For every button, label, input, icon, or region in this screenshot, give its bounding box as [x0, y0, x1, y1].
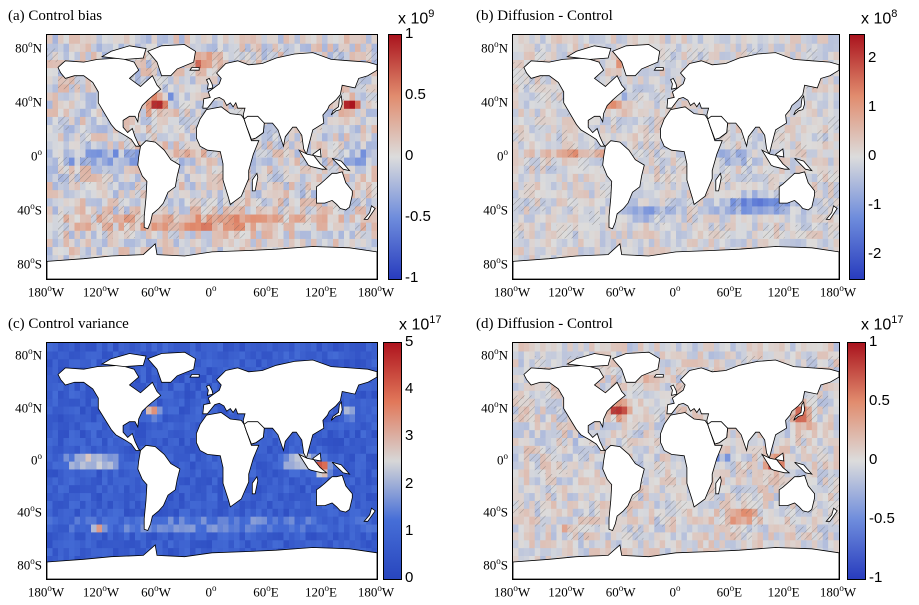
panel-title: (b) Diffusion - Control — [476, 8, 613, 24]
map-panel — [46, 342, 378, 580]
x-tick-label: 60oW — [141, 583, 171, 600]
x-tick-label: 120oE — [767, 283, 800, 300]
colorbar-tick-label: 0 — [405, 569, 414, 586]
x-tick-label: 180oW — [493, 583, 531, 600]
x-tick-label: 120oW — [548, 583, 585, 600]
colorbar-tick-label: 4 — [405, 380, 414, 398]
colorbar-tick-label: 1 — [868, 98, 877, 116]
colorbar-tick-label: 5 — [405, 333, 414, 350]
colorbar-exponent: x 109 — [398, 8, 435, 28]
y-tick-label: 40oS — [483, 201, 508, 218]
y-tick-label: 80oS — [17, 555, 42, 573]
colorbar-tick-label: 1 — [405, 25, 414, 42]
x-tick-label: 0o — [669, 583, 681, 600]
x-tick-label: 60oW — [605, 283, 636, 300]
x-tick-label: 0o — [205, 583, 217, 600]
map-svg — [513, 343, 839, 579]
colorbar — [847, 342, 866, 580]
colorbar-tick-label: -0.5 — [405, 208, 431, 225]
y-tick-label: 80oS — [483, 255, 508, 272]
panel-title: (c) Control variance — [8, 316, 129, 332]
colorbar-tick-label: 0.5 — [869, 392, 890, 409]
significance-hatching — [513, 48, 839, 239]
y-tick-label: 80oN — [481, 38, 508, 55]
colorbar-tick-label: 0 — [405, 147, 414, 164]
colorbar — [388, 34, 402, 280]
colorbar-tick-label: 0 — [868, 147, 877, 164]
x-tick-label: 180oW — [819, 283, 857, 300]
colorbar-exponent: x 108 — [861, 8, 898, 28]
y-tick-label: 40oN — [15, 92, 42, 110]
y-tick-label: 40oN — [481, 92, 508, 110]
colorbar — [849, 34, 865, 280]
colorbar-tick-label: 3 — [405, 427, 414, 445]
x-tick-label: 60oW — [605, 583, 636, 600]
y-tick-label: 80oS — [17, 255, 42, 272]
x-tick-label: 180oW — [27, 583, 65, 600]
x-tick-label: 60oE — [716, 283, 743, 300]
colorbar-tick-label: -1 — [869, 569, 883, 586]
colorbar-tick-label: -1 — [868, 195, 882, 213]
colorbar — [383, 342, 402, 580]
continents — [513, 44, 839, 279]
map-panel — [512, 34, 840, 280]
continents — [47, 351, 377, 579]
map-panel — [46, 34, 378, 280]
y-tick-label: 0o — [31, 147, 42, 164]
x-tick-label: 120oE — [305, 583, 337, 600]
x-tick-label: 60oE — [253, 583, 279, 600]
panel-title: (a) Control bias — [8, 8, 103, 24]
x-tick-label: 120oW — [82, 283, 120, 300]
x-tick-label: 60oW — [141, 283, 171, 300]
x-tick-label: 120oW — [548, 283, 585, 300]
panel-title: (d) Diffusion - Control — [476, 316, 613, 332]
y-tick-label: 40oS — [17, 503, 42, 520]
colorbar-tick-label: 0.5 — [405, 86, 426, 103]
y-tick-label: 80oN — [15, 346, 42, 363]
map-svg — [47, 35, 377, 279]
colorbar-tick-label: 0 — [869, 451, 878, 468]
colorbar-tick-label: 2 — [868, 49, 877, 67]
colorbar-tick-label: 1 — [405, 521, 414, 539]
x-tick-label: 60oE — [253, 283, 279, 300]
x-tick-label: 180oW — [819, 583, 857, 600]
y-tick-label: 40oN — [481, 398, 508, 415]
y-tick-label: 80oS — [483, 555, 508, 573]
y-tick-label: 80oN — [15, 38, 42, 55]
continents — [47, 44, 377, 279]
y-tick-label: 80oN — [481, 346, 508, 363]
x-tick-label: 180oW — [357, 283, 395, 300]
x-tick-label: 180oW — [493, 283, 531, 300]
y-tick-label: 40oS — [17, 201, 42, 218]
colorbar-tick-label: -0.5 — [869, 510, 895, 527]
y-tick-label: 0o — [31, 451, 42, 468]
x-tick-label: 180oW — [357, 583, 395, 600]
continents — [513, 351, 839, 579]
y-tick-label: 40oS — [483, 503, 508, 520]
x-tick-label: 0o — [669, 283, 681, 300]
y-tick-label: 40oN — [15, 398, 42, 415]
x-tick-label: 0o — [205, 283, 217, 300]
x-tick-label: 120oE — [305, 283, 337, 300]
colorbar-tick-label: 2 — [405, 474, 414, 492]
colorbar-tick-label: 1 — [869, 333, 878, 350]
y-tick-label: 0o — [497, 451, 508, 468]
x-tick-label: 180oW — [27, 283, 65, 300]
map-svg — [47, 343, 377, 579]
colorbar-tick-label: -1 — [405, 269, 419, 286]
colorbar-exponent: x 1017 — [399, 314, 442, 334]
x-tick-label: 60oE — [716, 583, 743, 600]
x-tick-label: 120oW — [82, 583, 120, 600]
y-tick-label: 0o — [497, 147, 508, 164]
map-svg — [513, 35, 839, 279]
map-panel — [512, 342, 840, 580]
colorbar-exponent: x 1017 — [861, 314, 904, 334]
colorbar-tick-label: -2 — [868, 244, 882, 262]
x-tick-label: 120oE — [767, 583, 800, 600]
